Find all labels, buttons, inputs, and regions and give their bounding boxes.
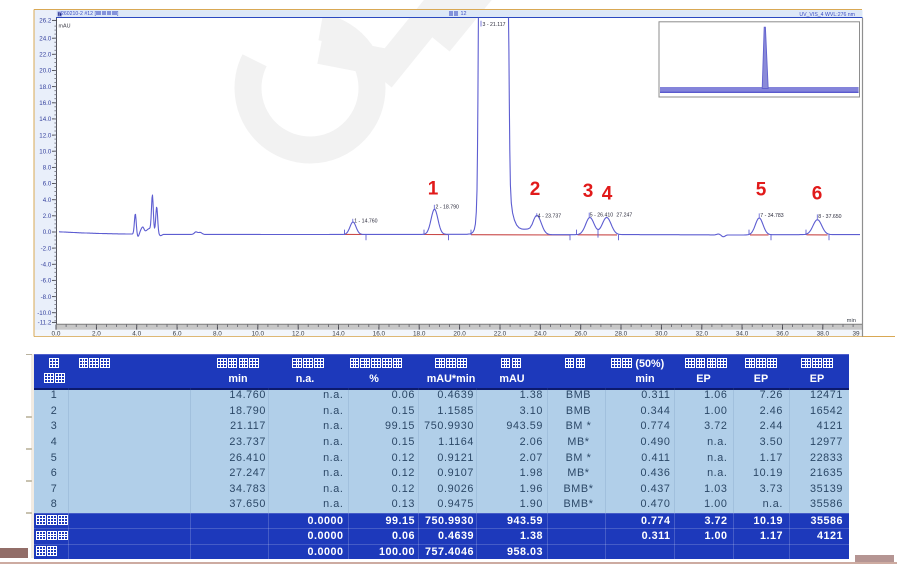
svg-text:18.0: 18.0: [39, 84, 52, 91]
svg-text:-2.0: -2.0: [41, 245, 52, 252]
svg-text:1: 1: [428, 179, 439, 200]
svg-text:-6.0: -6.0: [41, 278, 52, 285]
svg-text:1 - 14.760: 1 - 14.760: [354, 218, 377, 224]
svg-text:2.0: 2.0: [43, 213, 52, 220]
svg-text:10.0: 10.0: [252, 330, 265, 337]
svg-text:26.0: 26.0: [574, 330, 587, 337]
svg-text:36.0: 36.0: [776, 330, 789, 337]
svg-text:39: 39: [852, 330, 860, 337]
svg-text:12.0: 12.0: [39, 132, 52, 139]
svg-text:4: 4: [602, 184, 613, 205]
svg-text:8.0: 8.0: [213, 330, 222, 337]
svg-text:10.0: 10.0: [39, 148, 52, 155]
svg-text:2: 2: [530, 179, 541, 200]
svg-text:min: min: [847, 318, 856, 324]
svg-text:34.0: 34.0: [736, 330, 749, 337]
svg-text:32.0: 32.0: [696, 330, 709, 337]
svg-text:6.0: 6.0: [43, 181, 52, 188]
svg-text:-11.2: -11.2: [38, 320, 52, 327]
svg-text:24.0: 24.0: [39, 35, 52, 42]
svg-text:22.0: 22.0: [39, 52, 52, 59]
svg-text:14.0: 14.0: [332, 330, 345, 337]
svg-text:28.0: 28.0: [615, 330, 628, 337]
svg-text:2.0: 2.0: [92, 330, 101, 337]
svg-text:8 - 37.650: 8 - 37.650: [818, 214, 841, 220]
svg-text:-4.0: -4.0: [41, 262, 52, 269]
svg-text:4 - 23.737: 4 - 23.737: [538, 214, 561, 220]
svg-text:mAU: mAU: [59, 24, 71, 30]
svg-text:3 - 21.117: 3 - 21.117: [483, 22, 506, 28]
svg-text:4.0: 4.0: [132, 330, 141, 337]
svg-text:22.0: 22.0: [494, 330, 507, 337]
svg-text:-10.0: -10.0: [37, 310, 52, 317]
svg-text:12.0: 12.0: [292, 330, 305, 337]
svg-text:6.0: 6.0: [173, 330, 182, 337]
svg-text:3: 3: [583, 181, 594, 202]
svg-text:30.0: 30.0: [655, 330, 668, 337]
svg-text:16.0: 16.0: [39, 100, 52, 107]
svg-text:20.0: 20.0: [453, 330, 466, 337]
svg-text:14.0: 14.0: [39, 116, 52, 123]
svg-text:20.0: 20.0: [39, 68, 52, 75]
svg-text:7 - 34.783: 7 - 34.783: [760, 213, 783, 219]
svg-text:5 - 26.410: 5 - 26.410: [590, 212, 613, 218]
svg-text:38.0: 38.0: [817, 330, 830, 337]
svg-text:26.2: 26.2: [39, 18, 52, 25]
svg-text:2 - 18.790: 2 - 18.790: [436, 204, 459, 210]
svg-text:-8.0: -8.0: [41, 294, 52, 301]
svg-text:27.247: 27.247: [616, 212, 632, 218]
svg-text:18.0: 18.0: [413, 330, 426, 337]
svg-text:16.0: 16.0: [373, 330, 386, 337]
svg-text:6: 6: [812, 184, 823, 205]
svg-text:0.0: 0.0: [43, 229, 52, 236]
svg-text:4.0: 4.0: [43, 197, 52, 204]
svg-text:5: 5: [756, 180, 767, 201]
svg-text:8.0: 8.0: [43, 165, 52, 172]
svg-text:0.0: 0.0: [52, 330, 61, 337]
svg-text:24.0: 24.0: [534, 330, 547, 337]
